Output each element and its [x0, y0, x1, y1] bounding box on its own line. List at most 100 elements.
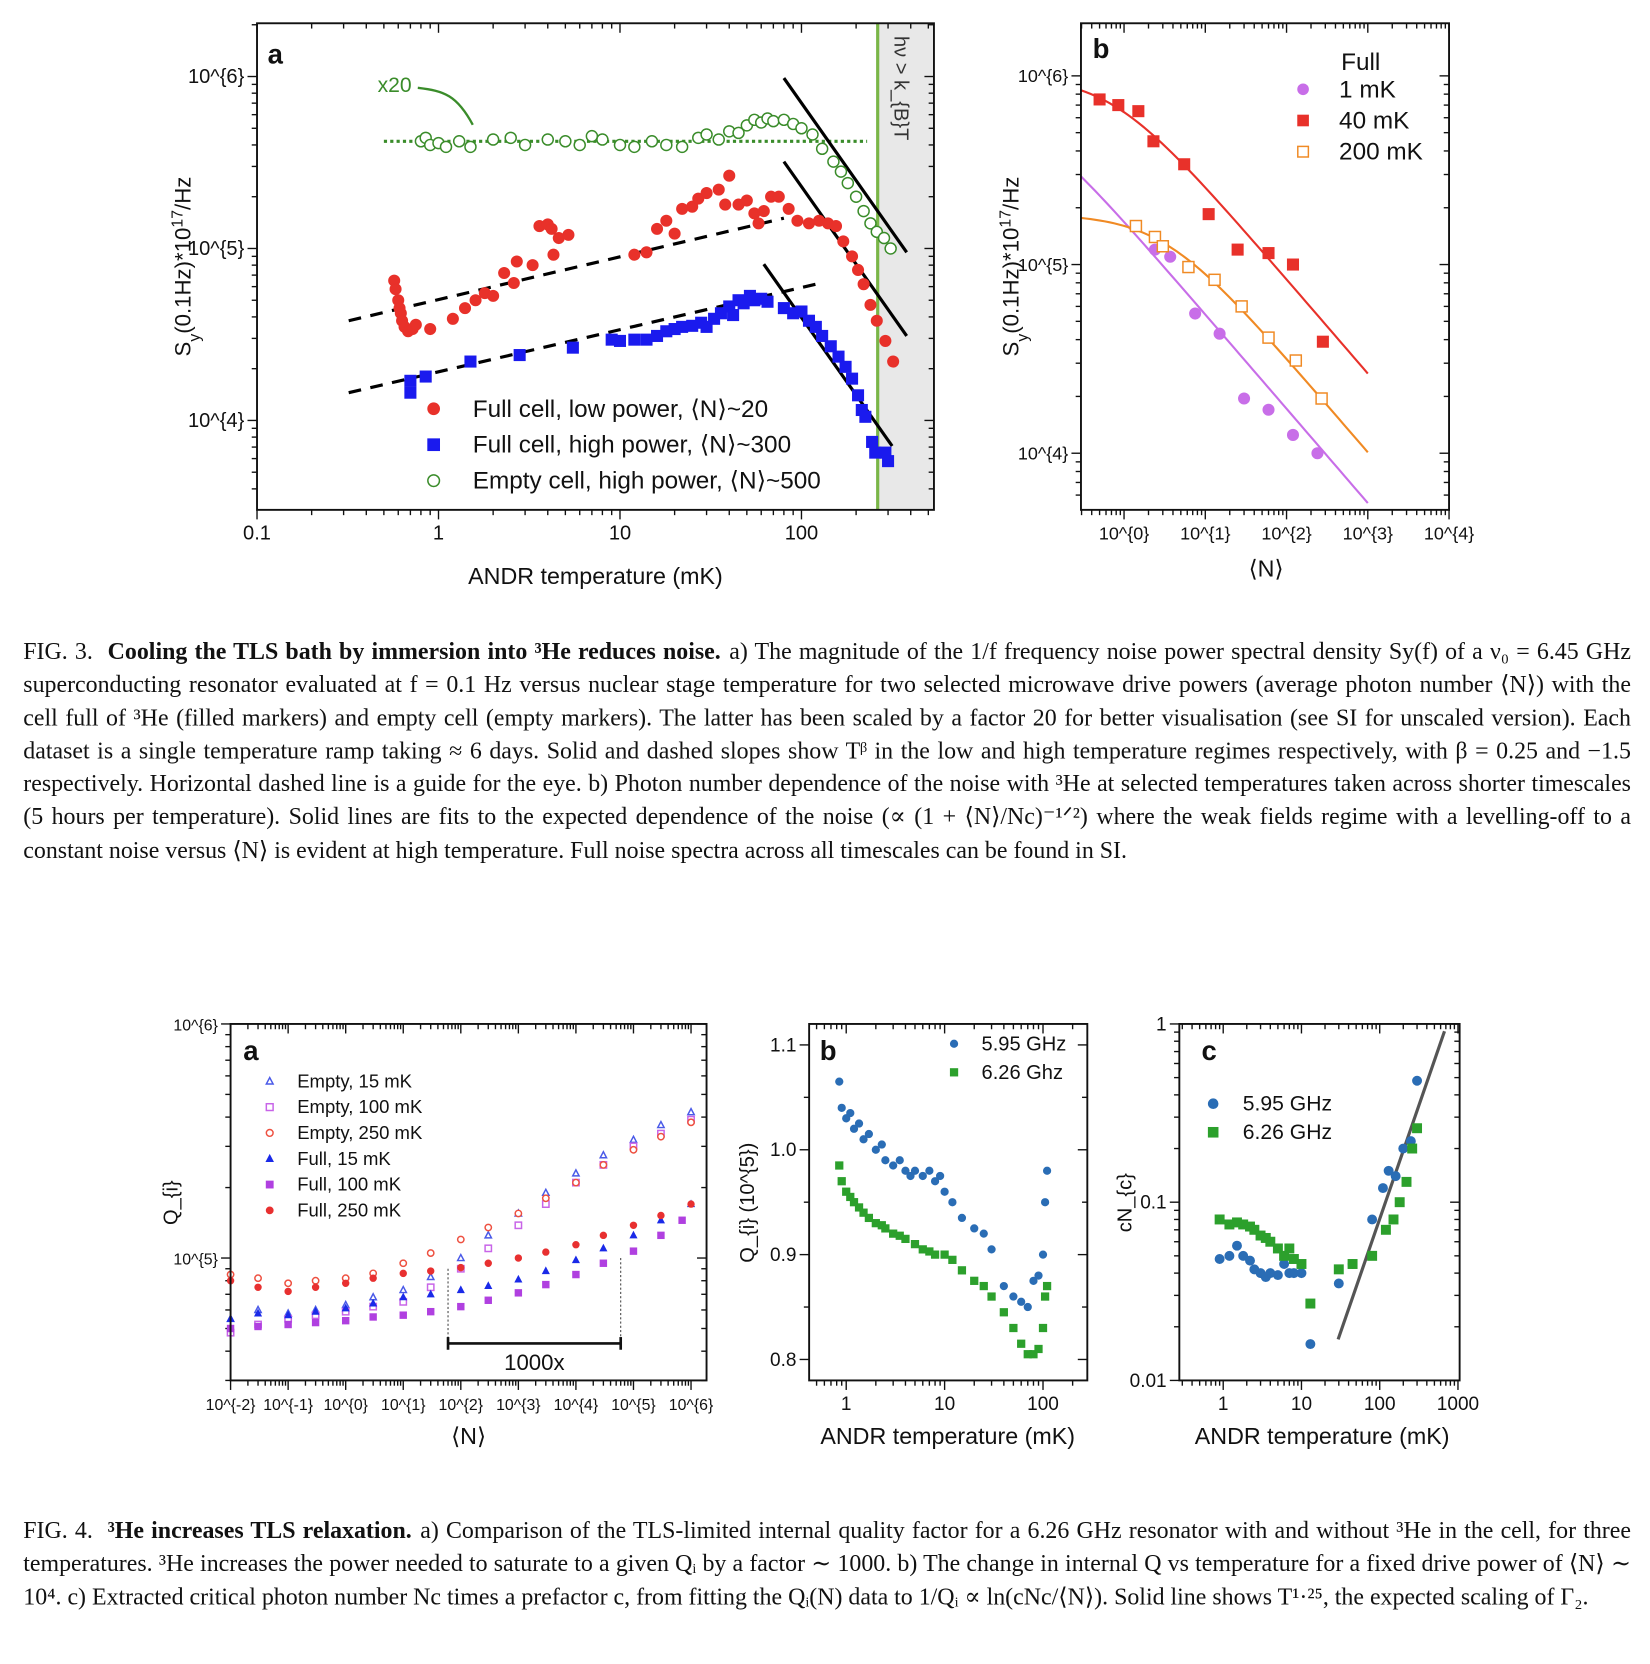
legend-label: 5.95 GHz: [1243, 1093, 1332, 1116]
data-point: [341, 1303, 350, 1312]
data-point: [1214, 1254, 1225, 1264]
x-tick-label: 10^{0}: [1099, 523, 1149, 543]
data-point: [795, 122, 808, 135]
data-point: [852, 389, 865, 402]
data-point: [1367, 1250, 1378, 1261]
data-point: [910, 1166, 920, 1175]
data-point: [1214, 1214, 1225, 1225]
x-tick-label: 10^{3}: [496, 1397, 541, 1414]
data-point: [930, 1250, 940, 1259]
data-point: [727, 309, 740, 322]
data-point: [1093, 93, 1106, 106]
data-point: [504, 131, 517, 145]
figure-4-caption-body: a) Comparison of the TLS-limited interna…: [23, 1516, 1631, 1610]
data-point: [542, 1248, 550, 1256]
y-tick-label: 10^{5}: [173, 1251, 218, 1268]
data-point: [987, 1245, 996, 1254]
data-point: [254, 1274, 262, 1283]
series-1: [835, 1161, 1052, 1359]
data-point: [613, 334, 627, 347]
data-point: [761, 295, 774, 308]
x-tick-label: 10^{4}: [554, 1397, 599, 1414]
data-point: [837, 235, 850, 248]
legend-label: Full cell, high power, ⟨N⟩~300: [473, 432, 791, 459]
plot-frame: [1178, 1022, 1461, 1382]
data-point: [542, 1280, 550, 1289]
legend-marker: [265, 1128, 274, 1138]
data-point: [399, 1269, 407, 1278]
data-point: [311, 1276, 320, 1285]
data-point: [1367, 1214, 1378, 1225]
data-point: [426, 1249, 435, 1257]
panel-letter: b: [1093, 33, 1110, 64]
data-point: [284, 1320, 292, 1329]
data-point: [687, 1118, 695, 1127]
data-point: [628, 333, 641, 346]
data-point: [483, 1230, 493, 1239]
data-point: [1182, 260, 1195, 274]
y-tick-label: 0.8: [770, 1350, 796, 1371]
data-point: [545, 222, 558, 235]
x-axis-label: ANDR temperature (mK): [820, 1423, 1075, 1449]
legend-marker: [427, 402, 441, 416]
y-axis-label: Q_{i} (10^{5}): [737, 1143, 759, 1263]
legend-marker: [265, 1180, 274, 1189]
y-tick-label: 1.1: [770, 1035, 796, 1056]
data-point: [854, 1119, 864, 1128]
data-point: [1213, 327, 1226, 340]
legend-label: 40 mK: [1339, 108, 1409, 135]
chart-panel-b: 10^{0} 10^{1} 10^{2} 10^{3} 10^{4} 10^{4} 10^{…: [997, 22, 1474, 582]
data-point: [740, 194, 753, 207]
legend-label: 6.26 Ghz: [982, 1062, 1063, 1084]
data-point: [1296, 1259, 1307, 1269]
data-point: [837, 1103, 846, 1112]
data-point: [571, 1255, 580, 1264]
data-point: [940, 1250, 949, 1259]
legend-label: 1 mK: [1339, 76, 1396, 103]
data-point: [513, 349, 526, 362]
x-axis-label: ⟨N⟩: [1249, 556, 1284, 582]
data-point: [882, 455, 895, 468]
series-2: [414, 112, 897, 255]
data-point: [752, 217, 765, 230]
data-point: [311, 1318, 320, 1327]
data-point: [999, 1281, 1008, 1291]
data-point: [1407, 1143, 1418, 1154]
data-point: [829, 220, 843, 233]
data-point: [1279, 1250, 1290, 1261]
data-point: [1286, 258, 1300, 271]
legend-marker: [427, 438, 441, 452]
data-point: [571, 1168, 581, 1177]
data-point: [598, 1150, 608, 1159]
data-point: [547, 248, 560, 261]
data-point: [816, 329, 829, 342]
data-point: [809, 320, 822, 333]
series-4: [226, 1216, 686, 1333]
legend-label: 200 mK: [1339, 139, 1423, 166]
data-point: [1265, 1236, 1276, 1247]
threshold-label: hν > k_{B}T: [890, 36, 912, 140]
data-point: [948, 1198, 957, 1207]
data-point: [426, 1289, 435, 1298]
data-point: [910, 1240, 920, 1249]
data-point: [628, 140, 641, 154]
data-point: [870, 314, 883, 327]
legend-marker: [949, 1068, 959, 1077]
x-tick-label: 10^{1}: [381, 1397, 426, 1414]
data-point: [857, 204, 870, 218]
data-point: [719, 198, 732, 211]
plot-frame: [256, 22, 935, 511]
data-point: [498, 266, 511, 280]
data-point: [1347, 1259, 1358, 1269]
panel-letter: a: [268, 38, 284, 69]
legend-label: 5.95 GHz: [982, 1033, 1067, 1055]
data-point: [854, 1203, 864, 1212]
data-point: [877, 1140, 886, 1149]
y-axis-label: Q_{i}: [161, 1180, 183, 1225]
data-point: [1272, 1270, 1283, 1281]
x-tick-label: 10^{4}: [1424, 523, 1474, 543]
x-tick-label: 10^{2}: [1261, 523, 1311, 543]
data-point: [935, 1171, 945, 1181]
annotation-arrow: [417, 86, 474, 126]
x-tick-label: 1: [841, 1394, 852, 1415]
